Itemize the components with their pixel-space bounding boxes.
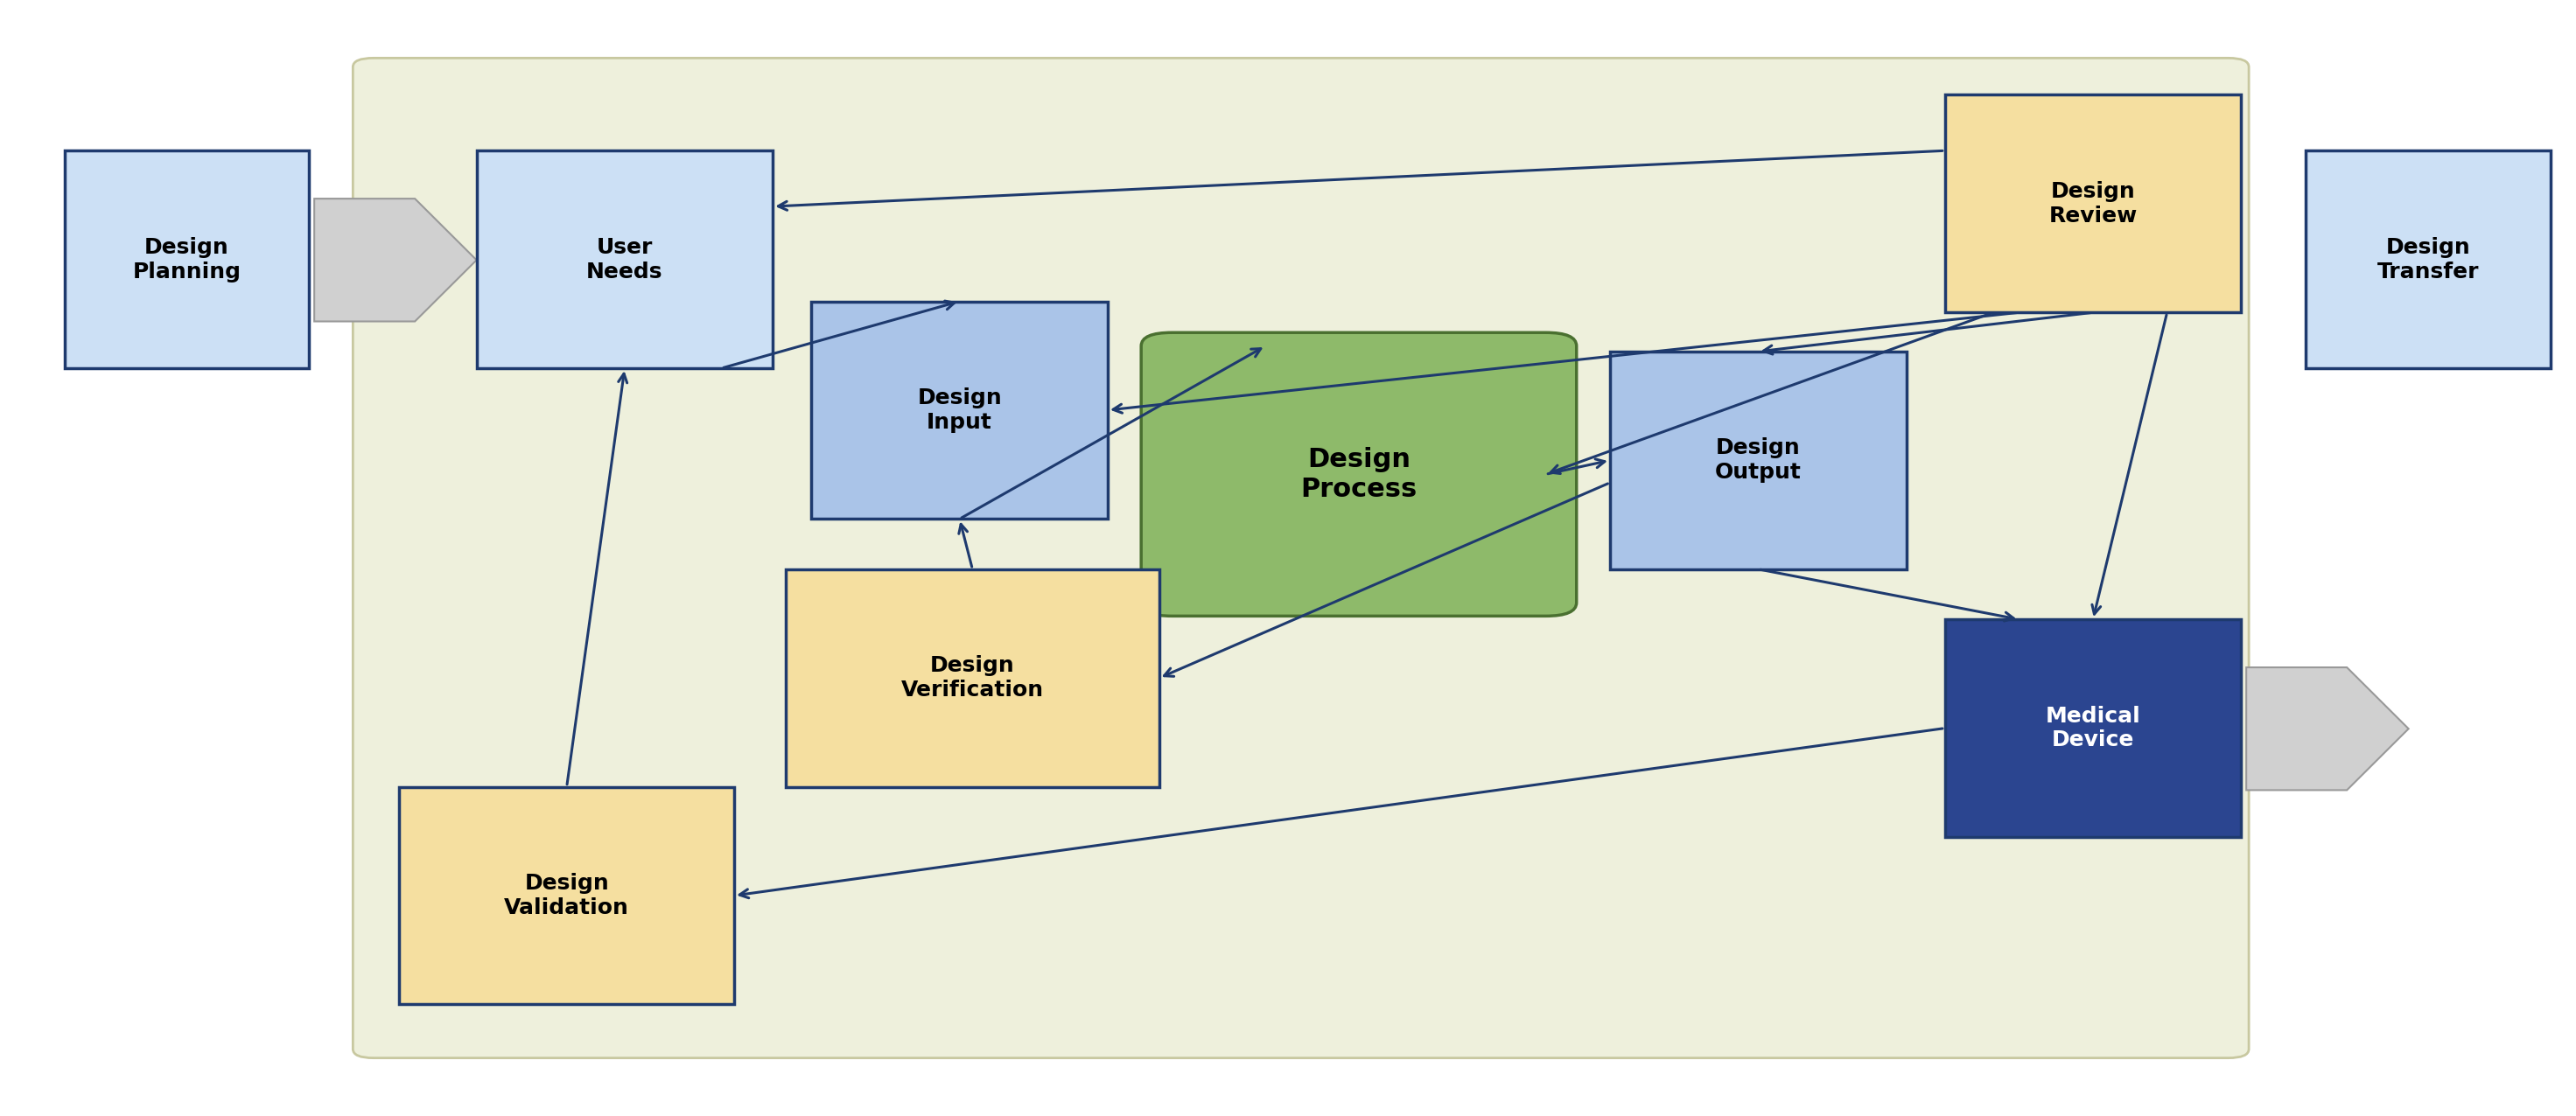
Text: Design
Validation: Design Validation bbox=[505, 873, 629, 918]
FancyBboxPatch shape bbox=[1945, 619, 2241, 837]
Text: Design
Planning: Design Planning bbox=[131, 237, 242, 282]
FancyBboxPatch shape bbox=[1141, 333, 1577, 616]
Text: Design
Verification: Design Verification bbox=[902, 655, 1043, 701]
Text: Design
Transfer: Design Transfer bbox=[2378, 237, 2478, 282]
Text: Design
Output: Design Output bbox=[1716, 437, 1801, 483]
Polygon shape bbox=[2246, 667, 2409, 790]
FancyBboxPatch shape bbox=[477, 151, 773, 368]
FancyBboxPatch shape bbox=[811, 301, 1108, 519]
FancyBboxPatch shape bbox=[786, 569, 1159, 787]
Text: User
Needs: User Needs bbox=[587, 237, 662, 282]
Polygon shape bbox=[314, 199, 477, 321]
FancyBboxPatch shape bbox=[353, 58, 2249, 1058]
FancyBboxPatch shape bbox=[1610, 352, 1906, 569]
FancyBboxPatch shape bbox=[399, 787, 734, 1004]
Text: Design
Process: Design Process bbox=[1301, 446, 1417, 502]
FancyBboxPatch shape bbox=[64, 151, 309, 368]
Text: Design
Review: Design Review bbox=[2048, 181, 2138, 227]
Text: Medical
Device: Medical Device bbox=[2045, 705, 2141, 751]
FancyBboxPatch shape bbox=[2306, 151, 2550, 368]
FancyBboxPatch shape bbox=[1945, 95, 2241, 312]
Text: Design
Input: Design Input bbox=[917, 387, 1002, 433]
